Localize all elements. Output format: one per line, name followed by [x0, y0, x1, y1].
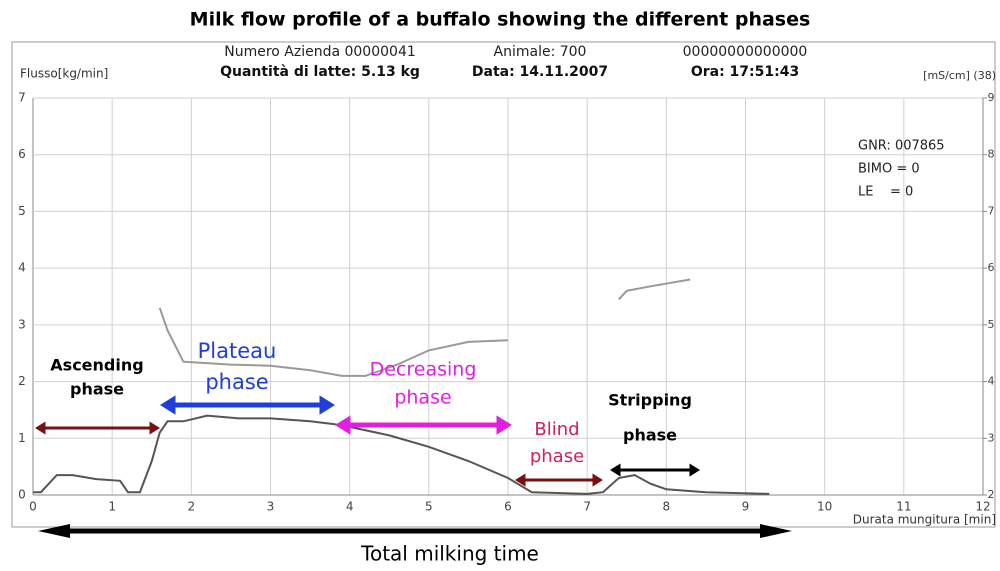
y2-tick-label: 5	[988, 318, 995, 331]
y-axis-label: Flusso[kg/min]	[20, 67, 108, 81]
annotation: phase	[623, 426, 677, 445]
arrow-head	[160, 395, 176, 415]
annotation: Blind	[534, 419, 579, 440]
arrow-head	[35, 421, 46, 435]
annotation: phase	[530, 446, 584, 467]
info-text: LE = 0	[858, 185, 913, 200]
y-tick-label: 3	[18, 317, 26, 331]
x-tick-label: 9	[742, 500, 750, 514]
annotation: Ascending	[50, 356, 143, 375]
footer: Total milking time	[360, 542, 539, 566]
arrow-head	[149, 421, 160, 435]
arrow-head	[610, 463, 621, 477]
total-arrow	[38, 524, 792, 538]
frame	[11, 41, 996, 528]
series-line	[158, 278, 691, 377]
x-tick-label: 5	[425, 500, 433, 514]
y2-tick-label: 3	[988, 431, 995, 444]
series-line	[33, 414, 770, 495]
y-tick-label: 6	[18, 147, 26, 161]
y2-tick-label: 8	[988, 148, 995, 161]
annotation: phase	[394, 387, 451, 409]
x-tick-label: 10	[817, 500, 832, 514]
annotation: phase	[205, 370, 268, 394]
y-tick-label: 1	[18, 431, 26, 445]
y2-tick-label: 6	[988, 261, 995, 274]
x-tick-label: 0	[29, 500, 37, 514]
y-tick-label: 4	[18, 261, 26, 275]
arrow-head	[689, 463, 700, 477]
x-tick-label: 1	[108, 500, 116, 514]
arrow-head	[592, 473, 603, 487]
arrow-head	[496, 415, 512, 435]
y2-tick-label: 2	[988, 488, 995, 501]
annotation: Plateau	[198, 339, 277, 363]
header-text: Data: 14.11.2007	[472, 64, 608, 80]
header-text: Animale: 700	[494, 44, 587, 60]
arrow-head	[319, 395, 335, 415]
annotation: Decreasing	[370, 359, 477, 381]
y2-tick-label: 7	[988, 204, 995, 217]
x-axis-label: Durata mungitura [min]	[853, 513, 996, 527]
arrow-head	[515, 473, 526, 487]
y-tick-label: 5	[18, 204, 26, 218]
x-tick-label: 12	[975, 500, 990, 514]
annotation: phase	[70, 380, 124, 399]
y-tick-label: 0	[18, 488, 26, 502]
y2-tick-label: 4	[988, 375, 995, 388]
x-tick-label: 11	[896, 500, 911, 514]
header-text: Quantità di latte: 5.13 kg	[220, 64, 420, 80]
y2-tick-label: 9	[988, 91, 995, 104]
x-tick-label: 6	[504, 500, 512, 514]
x-tick-label: 2	[188, 500, 196, 514]
y2-axis-label: [mS/cm] (38)	[923, 69, 996, 82]
annotation: Stripping	[608, 391, 692, 410]
arrow-head	[335, 415, 351, 435]
header-text: Ora: 17:51:43	[691, 64, 799, 80]
x-tick-label: 7	[583, 500, 591, 514]
chart-title: Milk flow profile of a buffalo showing t…	[190, 9, 811, 31]
header-text: 00000000000000	[683, 44, 808, 60]
info-text: GNR: 007865	[858, 139, 945, 154]
info-text: BIMO = 0	[858, 162, 920, 177]
x-tick-label: 8	[663, 500, 671, 514]
y-tick-label: 7	[18, 91, 26, 105]
y-tick-label: 2	[18, 374, 26, 388]
x-tick-label: 3	[267, 500, 275, 514]
x-tick-label: 4	[346, 500, 354, 514]
header-text: Numero Azienda 00000041	[224, 44, 416, 60]
